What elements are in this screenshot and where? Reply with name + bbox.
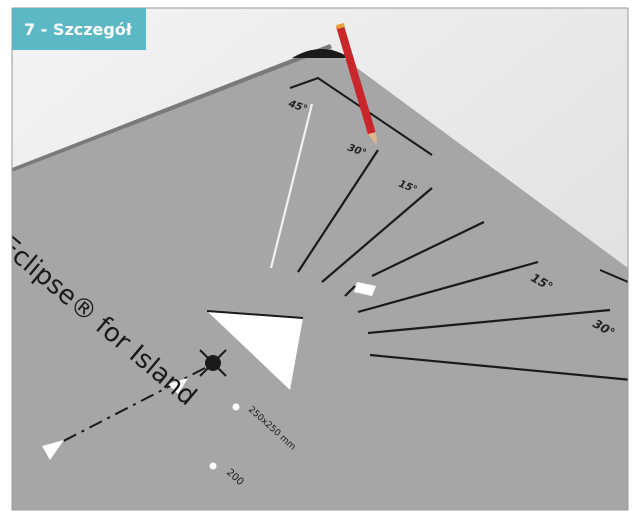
corner-notch [292,49,350,58]
slits [269,103,628,381]
plate-edge [12,44,332,172]
arrow-cutout [168,378,188,394]
hole [209,462,217,470]
diamond-cutout [354,282,376,296]
corner-mark [289,76,433,156]
pencil [336,23,377,146]
triangle-cutout [207,311,303,390]
label-text: 7 - Szczegół [24,20,133,39]
arrow-cutout [42,440,64,460]
hole [232,403,240,411]
template-plate [12,48,628,510]
pivot-cross [199,349,227,377]
corner-mark [599,269,628,283]
triangle-edge [206,310,304,319]
label-box [12,8,146,50]
frame [11,7,629,511]
